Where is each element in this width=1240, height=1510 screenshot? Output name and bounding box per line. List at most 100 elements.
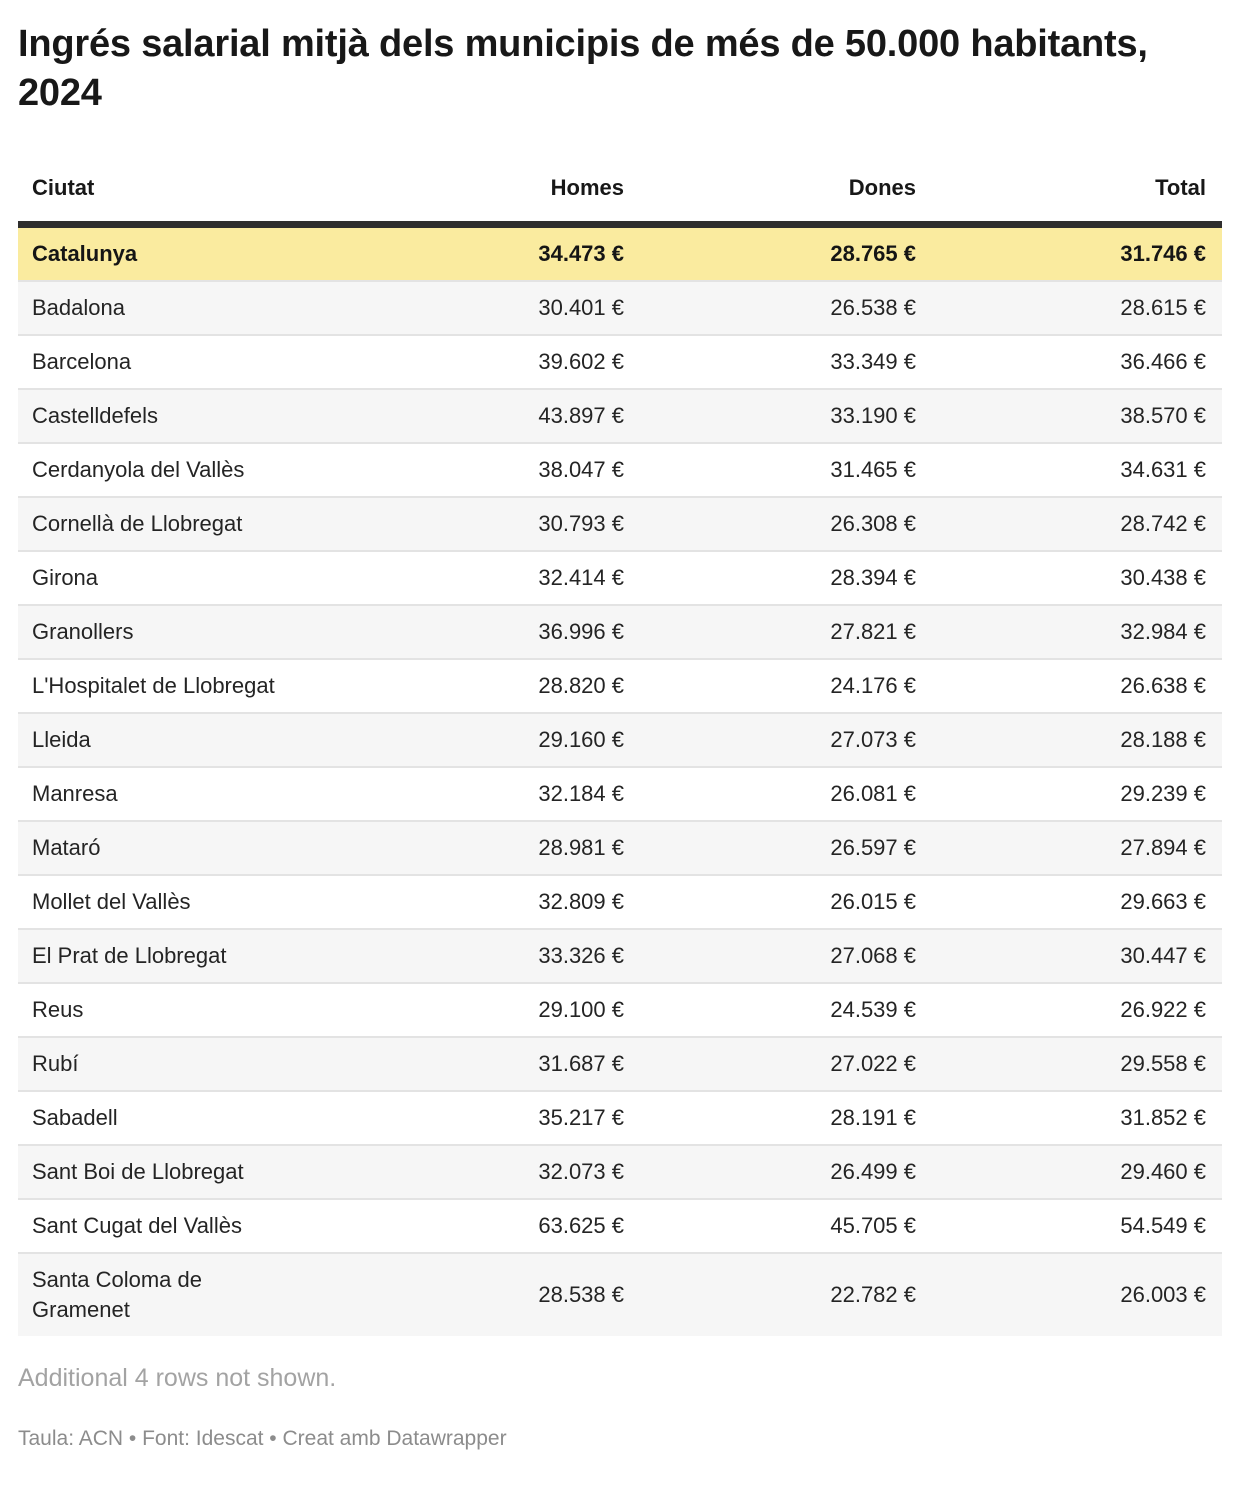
homes-cell: 32.809 € bbox=[348, 873, 640, 929]
column-header-homes: Homes bbox=[348, 144, 640, 228]
dones-cell: 28.191 € bbox=[640, 1089, 932, 1145]
homes-cell: 30.401 € bbox=[348, 279, 640, 335]
city-name: Granollers bbox=[32, 618, 134, 644]
city-name: El Prat de Llobregat bbox=[32, 942, 227, 968]
city-cell: L'Hospitalet de Llobregat bbox=[18, 657, 348, 713]
homes-cell: 28.538 € bbox=[348, 1251, 640, 1336]
city-name: Cornellà de Llobregat bbox=[32, 510, 243, 536]
total-cell: 29.460 € bbox=[932, 1143, 1222, 1199]
city-name: Castelldefels bbox=[32, 402, 158, 428]
city-cell: Manresa bbox=[18, 765, 348, 821]
total-cell: 29.663 € bbox=[932, 873, 1222, 929]
total-cell: 31.746 € bbox=[1120, 240, 1206, 266]
salary-table: Ciutat Homes Dones Total Catalunya 34.473… bbox=[18, 144, 1222, 1336]
dones-cell: 33.190 € bbox=[640, 387, 932, 443]
city-cell: Sant Boi de Llobregat bbox=[18, 1143, 348, 1199]
header-row: Ciutat Homes Dones Total bbox=[18, 144, 1222, 228]
table-row: Sant Boi de Llobregat 32.073 €26.499 €29.… bbox=[18, 1143, 1222, 1199]
dones-cell: 26.015 € bbox=[640, 873, 932, 929]
dones-cell: 26.308 € bbox=[640, 495, 932, 551]
table-row: Lleida 29.160 €27.073 €28.188 € bbox=[18, 711, 1222, 767]
table-row: Badalona 30.401 €26.538 €28.615 € bbox=[18, 279, 1222, 335]
city-name: Cerdanyola del Vallès bbox=[32, 456, 245, 482]
homes-cell: 34.473 € bbox=[538, 240, 624, 266]
table-row: Catalunya 34.473 € 28.765 € 31.746 € bbox=[18, 224, 1222, 281]
city-cell: Catalunya bbox=[18, 224, 348, 281]
dones-cell: 22.782 € bbox=[640, 1251, 932, 1336]
homes-cell: 30.793 € bbox=[348, 495, 640, 551]
total-cell: 27.894 € bbox=[932, 819, 1222, 875]
dones-cell: 27.073 € bbox=[640, 711, 932, 767]
city-cell: Reus bbox=[18, 981, 348, 1037]
table-row: Manresa 32.184 €26.081 €29.239 € bbox=[18, 765, 1222, 821]
table-row: Rubí 31.687 €27.022 €29.558 € bbox=[18, 1035, 1222, 1091]
dones-cell: 31.465 € bbox=[640, 441, 932, 497]
homes-cell: 63.625 € bbox=[348, 1197, 640, 1253]
table-row: Barcelona 39.602 €33.349 €36.466 € bbox=[18, 333, 1222, 389]
total-cell: 54.549 € bbox=[932, 1197, 1222, 1253]
total-cell: 28.615 € bbox=[932, 279, 1222, 335]
total-cell: 34.631 € bbox=[932, 441, 1222, 497]
homes-cell: 39.602 € bbox=[348, 333, 640, 389]
dones-cell: 45.705 € bbox=[640, 1197, 932, 1253]
homes-cell: 29.100 € bbox=[348, 981, 640, 1037]
table-row: Santa Coloma de Gramenet 28.538 €22.782 €… bbox=[18, 1251, 1222, 1336]
city-cell: Barcelona bbox=[18, 333, 348, 389]
total-cell: 26.638 € bbox=[932, 657, 1222, 713]
city-name: Manresa bbox=[32, 780, 118, 806]
city-name: Santa Coloma de Gramenet bbox=[32, 1266, 202, 1322]
dones-cell: 27.821 € bbox=[640, 603, 932, 659]
additional-rows-note: Additional 4 rows not shown. bbox=[18, 1363, 337, 1392]
table-row: Girona 32.414 €28.394 €30.438 € bbox=[18, 549, 1222, 605]
city-name: Badalona bbox=[32, 294, 125, 320]
city-name: Mataró bbox=[32, 834, 101, 860]
total-cell: 28.188 € bbox=[932, 711, 1222, 767]
table-row: Cerdanyola del Vallès 38.047 €31.465 €34.… bbox=[18, 441, 1222, 497]
table-row: Reus 29.100 €24.539 €26.922 € bbox=[18, 981, 1222, 1037]
dones-cell: 26.597 € bbox=[640, 819, 932, 875]
city-cell: El Prat de Llobregat bbox=[18, 927, 348, 983]
table-row: Cornellà de Llobregat 30.793 €26.308 €28.… bbox=[18, 495, 1222, 551]
attribution-footer: Taula: ACN • Font: Idescat • Creat amb D… bbox=[18, 1426, 507, 1450]
homes-cell: 36.996 € bbox=[348, 603, 640, 659]
dones-cell: 26.538 € bbox=[640, 279, 932, 335]
homes-cell: 35.217 € bbox=[348, 1089, 640, 1145]
total-cell: 30.438 € bbox=[932, 549, 1222, 605]
table-row: Sant Cugat del Vallès 63.625 €45.705 €54.… bbox=[18, 1197, 1222, 1253]
total-cell: 29.558 € bbox=[932, 1035, 1222, 1091]
total-cell: 31.852 € bbox=[932, 1089, 1222, 1145]
table-row: Sabadell 35.217 €28.191 €31.852 € bbox=[18, 1089, 1222, 1145]
homes-cell: 33.326 € bbox=[348, 927, 640, 983]
homes-cell: 28.981 € bbox=[348, 819, 640, 875]
table-header: Ciutat Homes Dones Total bbox=[18, 144, 1222, 228]
city-cell: Mataró bbox=[18, 819, 348, 875]
dones-cell: 28.765 € bbox=[830, 240, 916, 266]
homes-cell: 32.073 € bbox=[348, 1143, 640, 1199]
city-name: Catalunya bbox=[32, 240, 138, 266]
total-cell: 26.003 € bbox=[932, 1251, 1222, 1336]
total-cell: 26.922 € bbox=[932, 981, 1222, 1037]
total-cell: 30.447 € bbox=[932, 927, 1222, 983]
city-cell: Granollers bbox=[18, 603, 348, 659]
homes-cell: 29.160 € bbox=[348, 711, 640, 767]
city-cell: Girona bbox=[18, 549, 348, 605]
total-cell: 28.742 € bbox=[932, 495, 1222, 551]
table-row: Mollet del Vallès 32.809 €26.015 €29.663 … bbox=[18, 873, 1222, 929]
column-header-ciutat: Ciutat bbox=[18, 144, 348, 228]
table-row: Granollers 36.996 €27.821 €32.984 € bbox=[18, 603, 1222, 659]
table-row: L'Hospitalet de Llobregat 28.820 €24.176 … bbox=[18, 657, 1222, 713]
city-name: L'Hospitalet de Llobregat bbox=[32, 672, 275, 698]
homes-cell: 43.897 € bbox=[348, 387, 640, 443]
homes-cell: 32.184 € bbox=[348, 765, 640, 821]
column-header-dones: Dones bbox=[640, 144, 932, 228]
city-name: Mollet del Vallès bbox=[32, 888, 191, 914]
column-header-total: Total bbox=[932, 144, 1222, 228]
city-cell: Castelldefels bbox=[18, 387, 348, 443]
table-row: Castelldefels 43.897 €33.190 €38.570 € bbox=[18, 387, 1222, 443]
city-cell: Rubí bbox=[18, 1035, 348, 1091]
city-cell: Sant Cugat del Vallès bbox=[18, 1197, 348, 1253]
homes-cell: 38.047 € bbox=[348, 441, 640, 497]
city-cell: Mollet del Vallès bbox=[18, 873, 348, 929]
dones-cell: 26.081 € bbox=[640, 765, 932, 821]
dones-cell: 27.022 € bbox=[640, 1035, 932, 1091]
